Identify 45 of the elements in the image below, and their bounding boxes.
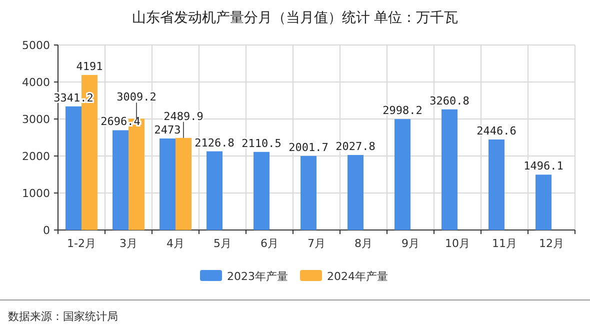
x-tick-label: 7月	[308, 237, 326, 250]
y-tick-label: 3000	[22, 113, 50, 126]
y-tick-label: 2000	[22, 150, 50, 163]
bar	[536, 174, 552, 230]
x-tick-label: 1-2月	[67, 237, 96, 250]
bar	[254, 152, 270, 230]
data-label: 2446.6	[476, 124, 516, 138]
x-tick-label: 12月	[539, 237, 564, 250]
y-tick-label: 5000	[22, 39, 50, 52]
bar	[348, 154, 364, 230]
data-label: 4191	[76, 60, 103, 73]
bar	[300, 156, 316, 230]
bar	[112, 130, 128, 230]
data-label: 2998.2	[382, 104, 422, 118]
bar	[176, 138, 192, 230]
bar	[442, 109, 458, 230]
y-tick-label: 0	[43, 224, 50, 237]
data-label: 2027.8	[336, 140, 376, 153]
chart-title: 山东省发动机产量分月（当月值）统计 单位：万千瓦	[132, 10, 458, 26]
data-label: 2473	[154, 124, 181, 136]
legend-label: 2023年产量	[227, 270, 288, 283]
data-label: 1496.1	[524, 160, 564, 173]
bar	[160, 138, 176, 230]
legend-label: 2024年产量	[327, 270, 388, 283]
x-tick-label: 4月	[166, 237, 184, 250]
data-label: 2110.5	[242, 136, 282, 150]
x-tick-label: 5月	[214, 237, 232, 250]
data-label: 3009.2	[116, 90, 156, 104]
x-tick-label: 11月	[492, 237, 517, 250]
data-label: 2001.7	[288, 140, 328, 154]
x-tick-label: 10月	[445, 237, 470, 250]
x-tick-label: 9月	[402, 237, 420, 250]
data-label: 2489.9	[164, 110, 204, 123]
x-tick-label: 8月	[354, 237, 372, 250]
data-label: 3260.8	[430, 94, 470, 108]
x-tick-label: 6月	[260, 237, 278, 250]
bar	[488, 139, 504, 230]
y-tick-label: 4000	[22, 76, 50, 89]
y-tick-label: 1000	[22, 187, 50, 200]
bar	[206, 151, 222, 230]
source-note: 数据来源：国家统计局	[8, 310, 118, 323]
bar	[66, 106, 82, 230]
data-label: 2126.8	[194, 136, 234, 150]
bar	[394, 119, 410, 230]
x-tick-label: 3月	[120, 237, 138, 250]
